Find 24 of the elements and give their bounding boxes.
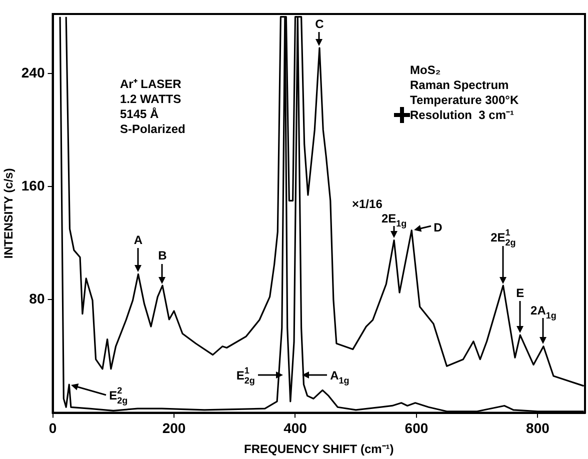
- annotation: A: [134, 233, 143, 248]
- annotation: 5145 Å: [120, 107, 160, 121]
- annotation: ×1/16: [352, 197, 383, 211]
- annotation: B: [158, 248, 168, 263]
- x-tick-label: 600: [404, 420, 428, 436]
- y-axis-title: INTENSITY (c/s): [2, 168, 16, 259]
- annotation: E: [516, 286, 524, 300]
- y-tick-label: 240: [21, 64, 45, 80]
- x-axis-title: FREQUENCY SHIFT (cm⁻¹): [244, 442, 394, 456]
- annotation: MoS₂: [410, 63, 441, 77]
- y-tick-label: 80: [29, 290, 45, 307]
- x-tick-label: 0: [48, 420, 57, 436]
- annotation: Raman Spectrum: [410, 78, 509, 92]
- annotation: Ar⁺ LASER: [120, 77, 182, 91]
- annotation: C: [315, 16, 324, 31]
- y-tick-label: 160: [21, 177, 45, 194]
- annotation: Temperature 300°K: [410, 93, 519, 107]
- annotation: 1.2 WATTS: [120, 92, 182, 106]
- annotation: D: [434, 220, 443, 234]
- x-tick-label: 800: [526, 420, 550, 436]
- x-tick-label: 200: [162, 420, 186, 436]
- annotation: S-Polarized: [120, 122, 186, 136]
- x-tick-label: 400: [284, 420, 308, 436]
- annotation: Resolution 3 cm⁻¹: [410, 108, 514, 122]
